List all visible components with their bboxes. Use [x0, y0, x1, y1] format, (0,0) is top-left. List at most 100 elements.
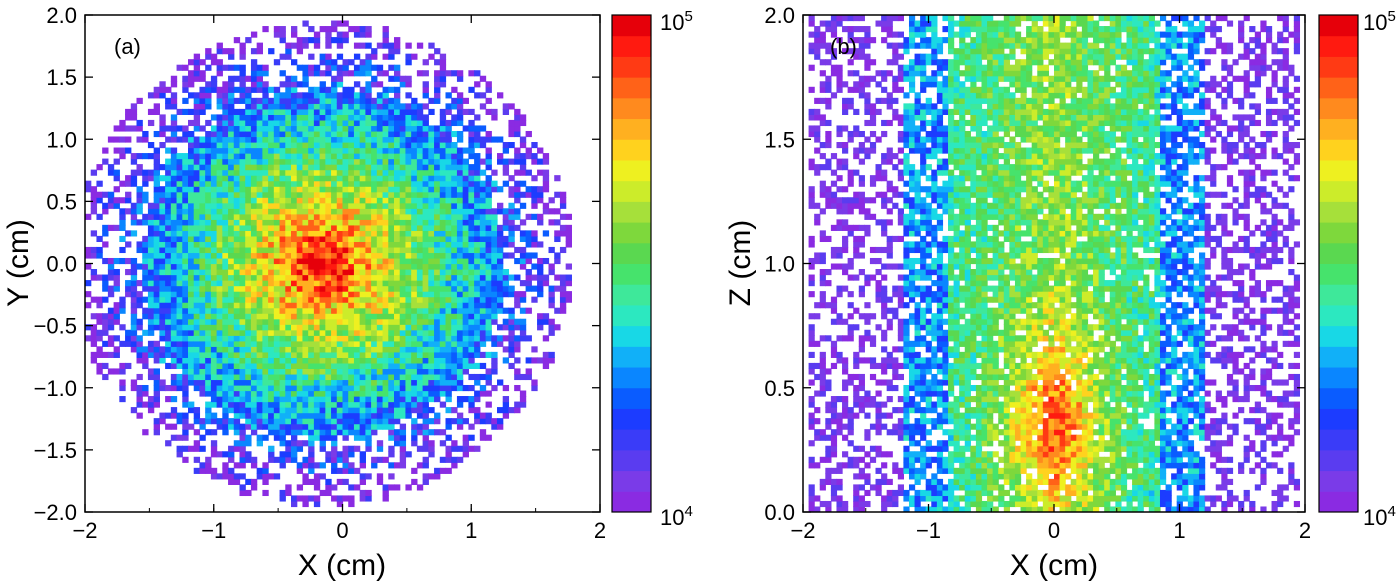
heatmap-cell — [348, 142, 355, 149]
heatmap-cell — [250, 269, 258, 276]
heatmap-cell — [245, 478, 252, 485]
heatmap-cell — [239, 302, 246, 309]
heatmap-cell — [313, 37, 321, 44]
heatmap-cell — [411, 246, 418, 254]
heatmap-cell — [153, 202, 160, 209]
heatmap-cell — [371, 136, 378, 143]
heatmap-cell — [348, 114, 355, 121]
heatmap-cell — [125, 335, 132, 342]
heatmap-cell — [411, 346, 418, 353]
heatmap-cell — [199, 142, 206, 149]
heatmap-cell — [199, 230, 206, 237]
heatmap-cell — [847, 15, 854, 22]
heatmap-cell — [399, 368, 407, 375]
heatmap-cell — [296, 484, 304, 491]
heatmap-cell — [847, 324, 854, 331]
heatmap-cell — [319, 368, 326, 375]
heatmap-cell — [497, 246, 504, 254]
heatmap-cell — [376, 64, 384, 71]
heatmap-cell — [342, 462, 349, 469]
heatmap-cell — [107, 197, 115, 204]
heatmap-cell — [193, 324, 201, 331]
heatmap-cell — [216, 401, 223, 408]
heatmap-cell — [331, 329, 338, 336]
heatmap-cell — [199, 241, 206, 248]
heatmap-cell — [371, 368, 378, 375]
heatmap-cell — [325, 324, 332, 331]
heatmap-cell — [537, 158, 544, 165]
heatmap-cell — [279, 429, 286, 436]
heatmap-cell — [439, 401, 447, 408]
heatmap-cell — [405, 92, 412, 99]
heatmap-cell — [136, 241, 143, 248]
heatmap-cell — [308, 37, 315, 44]
heatmap-cell — [188, 307, 195, 314]
heatmap-cell — [422, 158, 429, 165]
heatmap-cell — [273, 412, 281, 419]
heatmap-cell — [210, 147, 218, 154]
heatmap-cell — [359, 302, 366, 309]
heatmap-cell — [165, 362, 172, 370]
heatmap-cell — [125, 340, 132, 347]
heatmap-cell — [814, 130, 821, 138]
heatmap-cell — [336, 368, 344, 375]
heatmap-cell — [485, 108, 492, 115]
heatmap-cell — [325, 42, 332, 49]
heatmap-cell — [233, 351, 241, 358]
heatmap-cell — [182, 318, 189, 325]
heatmap-cell — [228, 241, 235, 248]
heatmap-cell — [399, 390, 407, 397]
heatmap-cell — [830, 53, 838, 60]
heatmap-cell — [388, 257, 395, 265]
heatmap-cell — [825, 158, 832, 165]
heatmap-cell — [273, 103, 281, 110]
heatmap-cell — [228, 274, 235, 281]
heatmap-cell — [502, 324, 510, 331]
heatmap-cell — [291, 390, 298, 397]
heatmap-cell — [188, 175, 195, 182]
heatmap-cell — [371, 263, 378, 270]
heatmap-cell — [170, 153, 178, 160]
heatmap-cell — [559, 280, 567, 287]
heatmap-cell — [565, 241, 572, 248]
heatmap-cell — [814, 136, 821, 143]
heatmap-cell — [313, 108, 321, 115]
heatmap-cell — [365, 235, 372, 243]
heatmap-cell — [353, 396, 361, 403]
heatmap-cell — [188, 296, 195, 303]
heatmap-cell — [842, 357, 849, 364]
heatmap-cell — [525, 285, 532, 292]
heatmap-cell — [262, 191, 269, 198]
heatmap-cell — [262, 489, 269, 497]
heatmap-cell — [130, 202, 138, 209]
heatmap-cell — [342, 164, 349, 171]
heatmap-cell — [210, 335, 218, 342]
heatmap-cell — [210, 142, 218, 149]
heatmap-cell — [199, 324, 206, 331]
heatmap-cell — [394, 175, 401, 182]
heatmap-cell — [159, 313, 166, 320]
heatmap-cell — [514, 384, 521, 392]
heatmap-cell — [233, 440, 241, 447]
heatmap-cell — [331, 175, 338, 182]
heatmap-cell — [428, 263, 435, 270]
heatmap-cell — [808, 241, 815, 248]
heatmap-cell — [394, 362, 401, 370]
heatmap-cell — [428, 235, 435, 243]
heatmap-cell — [416, 119, 424, 127]
heatmap-cell — [365, 302, 372, 309]
heatmap-cell — [405, 318, 412, 325]
heatmap-cell — [239, 318, 246, 325]
heatmap-cell — [250, 291, 258, 298]
heatmap-cell — [445, 175, 452, 182]
heatmap-cell — [394, 318, 401, 325]
heatmap-cell — [399, 175, 407, 182]
heatmap-cell — [388, 396, 395, 403]
heatmap-cell — [296, 42, 304, 49]
heatmap-cell — [416, 346, 424, 353]
heatmap-cell — [376, 263, 384, 270]
heatmap-cell — [245, 335, 252, 342]
heatmap-cell — [296, 119, 304, 127]
heatmap-cell — [559, 302, 567, 309]
heatmap-cell — [285, 246, 292, 254]
